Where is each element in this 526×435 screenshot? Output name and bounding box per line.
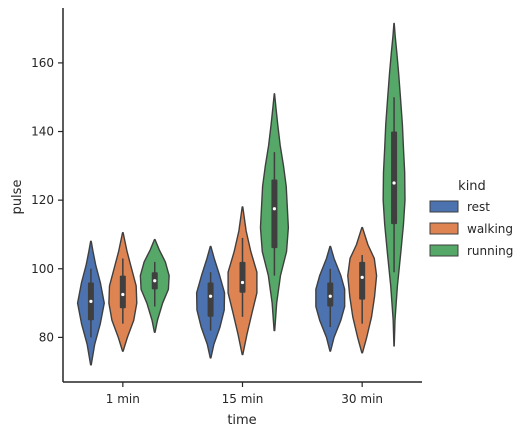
legend-label-running: running bbox=[467, 244, 513, 258]
y-axis-label: pulse bbox=[10, 180, 25, 215]
violin-iqr-box bbox=[327, 282, 334, 307]
y-tick-label: 80 bbox=[39, 330, 54, 344]
y-tick-label: 140 bbox=[31, 125, 54, 139]
y-tick-label: 160 bbox=[31, 56, 54, 70]
violin-median bbox=[392, 181, 396, 185]
x-tick-label: 15 min bbox=[222, 392, 264, 406]
violin-median bbox=[272, 207, 277, 211]
violin-median bbox=[121, 292, 125, 297]
x-tick-label: 30 min bbox=[341, 392, 383, 406]
plot-area bbox=[76, 22, 406, 366]
violin-median bbox=[360, 275, 364, 279]
x-axis-label: time bbox=[227, 413, 256, 428]
violin-iqr-box bbox=[391, 131, 398, 225]
axes: 80 100 120 140 160 1 min 15 min 30 min bbox=[31, 8, 422, 406]
violin-iqr-box bbox=[359, 261, 366, 300]
x-tick-label: 1 min bbox=[106, 392, 140, 406]
y-tick-label: 100 bbox=[31, 262, 54, 276]
legend-swatch-rest bbox=[429, 200, 459, 213]
violin-iqr-box bbox=[239, 261, 246, 293]
violin-iqr-box bbox=[207, 282, 214, 317]
violin-median bbox=[153, 279, 157, 283]
violin-median bbox=[89, 299, 93, 303]
violin-median bbox=[328, 294, 332, 298]
legend-label-walking: walking bbox=[467, 222, 513, 236]
violin-iqr-box bbox=[271, 179, 278, 249]
violin-median bbox=[240, 280, 245, 285]
violin-median bbox=[208, 294, 213, 298]
legend-swatch-walking bbox=[429, 222, 459, 235]
legend-label-rest: rest bbox=[467, 200, 490, 214]
y-tick-label: 120 bbox=[31, 193, 54, 207]
legend-swatch-running bbox=[429, 244, 459, 257]
legend: kind rest walking running bbox=[429, 179, 513, 258]
legend-title: kind bbox=[458, 179, 486, 194]
violin-iqr-box bbox=[119, 275, 126, 309]
